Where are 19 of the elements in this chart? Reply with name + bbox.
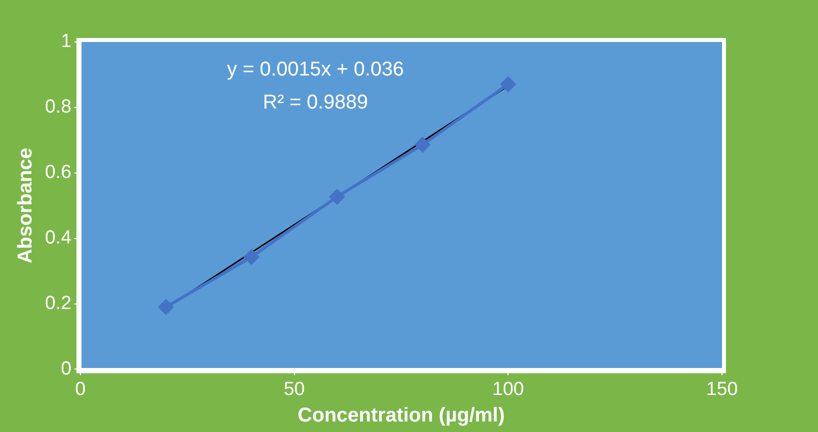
y-tick-label: 0.6 [44, 162, 72, 184]
y-axis-title: Absorbance [14, 148, 37, 264]
x-axis-title: Concentration (µg/ml) [298, 404, 505, 427]
y-tick-label: 0 [60, 358, 72, 380]
annotation: y = 0.0015x + 0.036 [227, 58, 404, 81]
x-tick-label: 50 [284, 378, 305, 400]
x-tick-label: 150 [706, 378, 738, 400]
point [158, 300, 174, 315]
y-tick-label: 0.8 [44, 96, 72, 118]
point [500, 76, 516, 92]
point [244, 249, 260, 264]
y-tick-label: 0.2 [44, 292, 72, 314]
y-tick-label: 0.4 [44, 228, 72, 249]
annotation: R² = 0.9889 [262, 92, 368, 114]
x-tick-label: 0 [75, 378, 86, 400]
x-tick-label: 100 [492, 378, 524, 400]
point [415, 137, 430, 152]
y-tick-label: 1 [60, 31, 72, 52]
point [330, 189, 345, 204]
